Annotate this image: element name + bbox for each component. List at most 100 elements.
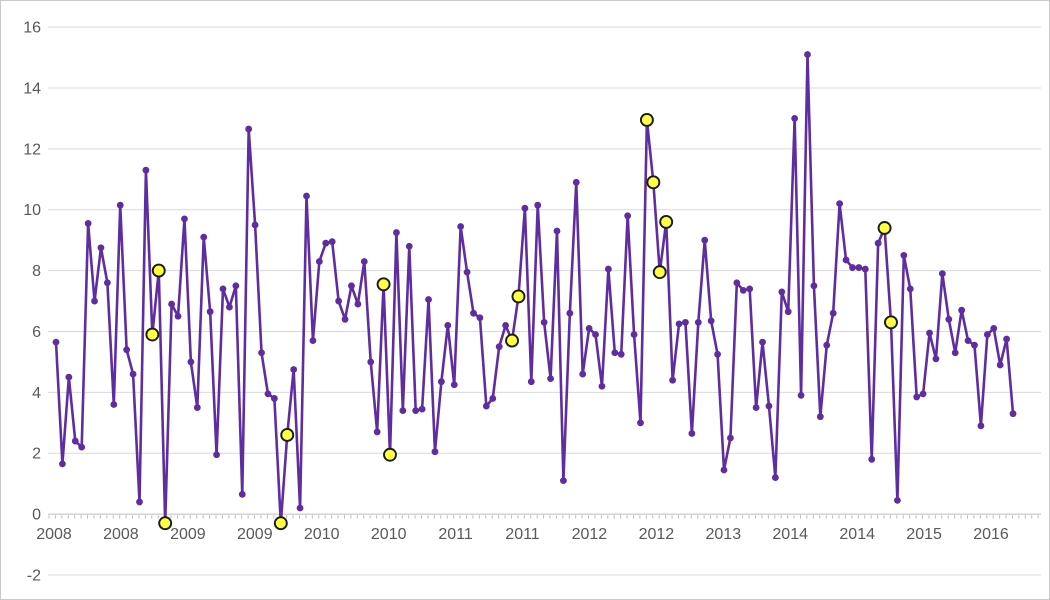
data-point-marker: [232, 282, 240, 290]
data-point-marker: [829, 309, 837, 317]
x-axis-tick-label: 2014: [839, 526, 875, 543]
data-point-marker: [759, 338, 766, 346]
data-point-marker: [842, 256, 850, 264]
highlighted-data-point: [376, 277, 391, 292]
series-markers: [52, 51, 1017, 512]
data-point-marker: [418, 405, 426, 413]
x-axis-tick-label: 2011: [505, 526, 540, 543]
data-point-marker: [78, 443, 86, 451]
data-point-marker: [547, 375, 554, 383]
data-point-marker: [771, 474, 779, 481]
x-axis-labels: 2008 2008 2009 2009 2010 2010 2011 2011 2012 2012…: [36, 526, 1009, 543]
y-axis-tick-label: 10: [23, 202, 41, 219]
data-point-marker: [765, 402, 773, 410]
data-point-marker: [868, 455, 876, 463]
y-axis-tick-label: 12: [23, 141, 41, 158]
data-point-marker: [945, 315, 953, 323]
x-axis-minor-ticks: [48, 515, 1039, 519]
data-point-marker: [116, 201, 124, 209]
data-point-marker: [637, 419, 644, 427]
data-point-marker: [560, 477, 567, 485]
data-point-marker: [341, 315, 349, 323]
data-point-marker: [906, 285, 914, 293]
x-axis-tick-label: 2015: [906, 526, 942, 543]
data-point-marker: [572, 178, 580, 186]
data-point-marker: [245, 125, 253, 133]
data-point-marker: [739, 286, 747, 294]
data-point-marker: [463, 268, 471, 276]
data-point-marker: [354, 300, 362, 308]
data-point-marker: [264, 390, 272, 398]
data-point-marker: [861, 265, 869, 273]
data-point-marker: [900, 251, 908, 259]
data-point-marker: [675, 320, 683, 328]
data-point-marker: [784, 308, 792, 316]
data-point-marker: [598, 382, 606, 390]
data-point-marker: [437, 378, 445, 386]
data-point-marker: [688, 430, 696, 437]
y-axis-tick-label: 8: [32, 263, 41, 280]
highlighted-data-point: [273, 516, 288, 531]
data-point-marker: [849, 264, 856, 271]
data-point-marker: [200, 233, 208, 241]
data-point-marker: [579, 370, 587, 378]
y-axis-tick-label: 2: [32, 446, 41, 463]
x-axis-tick-label: 2012: [639, 526, 675, 543]
data-point-marker: [932, 355, 940, 363]
data-point-marker: [206, 308, 214, 316]
highlighted-data-point: [158, 516, 173, 531]
y-axis-tick-label: -2: [27, 567, 41, 584]
data-point-marker: [322, 239, 330, 247]
data-point-marker: [810, 282, 818, 290]
data-point-marker: [412, 407, 420, 415]
data-point-marker: [193, 404, 201, 411]
data-point-marker: [174, 312, 182, 320]
data-point-marker: [187, 358, 195, 366]
data-point-marker: [720, 466, 728, 474]
data-point-marker: [816, 413, 824, 421]
data-point-marker: [59, 460, 66, 468]
data-point-marker: [213, 451, 220, 459]
data-point-marker: [1009, 410, 1017, 418]
data-point-marker: [168, 300, 176, 308]
data-point-marker: [553, 227, 561, 235]
data-point-marker: [682, 318, 689, 326]
highlighted-data-point: [505, 333, 519, 348]
x-axis-tick-label: 2013: [706, 526, 742, 543]
data-point-marker: [540, 318, 548, 326]
data-point-marker: [129, 370, 137, 378]
data-point-marker: [309, 337, 317, 345]
data-point-marker: [521, 204, 529, 212]
data-point-marker: [527, 378, 535, 386]
highlighted-markers: [145, 112, 898, 531]
data-point-marker: [926, 329, 933, 337]
data-point-marker: [624, 212, 632, 220]
data-point-marker: [836, 200, 844, 208]
data-point-marker: [938, 270, 946, 278]
y-axis-tick-label: 0: [32, 507, 41, 524]
data-point-marker: [990, 325, 998, 332]
data-point-marker: [328, 238, 336, 246]
data-point-marker: [797, 391, 805, 399]
data-point-marker: [181, 215, 188, 223]
data-point-marker: [142, 166, 150, 174]
data-point-marker: [778, 288, 786, 296]
data-point-marker: [65, 373, 73, 381]
y-axis-tick-label: 6: [32, 324, 41, 341]
data-point-marker: [226, 303, 233, 311]
data-point-marker: [457, 223, 465, 230]
data-point-marker: [566, 309, 574, 317]
data-point-marker: [251, 221, 259, 229]
data-point-marker: [630, 331, 638, 338]
highlighted-data-point: [652, 265, 667, 280]
data-point-marker: [238, 490, 246, 498]
data-point-marker: [707, 317, 715, 325]
data-point-marker: [393, 229, 400, 236]
data-point-marker: [791, 115, 799, 122]
x-axis-tick-label: 2010: [304, 526, 340, 543]
gridlines: [48, 26, 1041, 576]
data-point-marker: [84, 220, 92, 227]
data-point-marker: [373, 428, 381, 436]
highlighted-data-point: [145, 327, 160, 342]
